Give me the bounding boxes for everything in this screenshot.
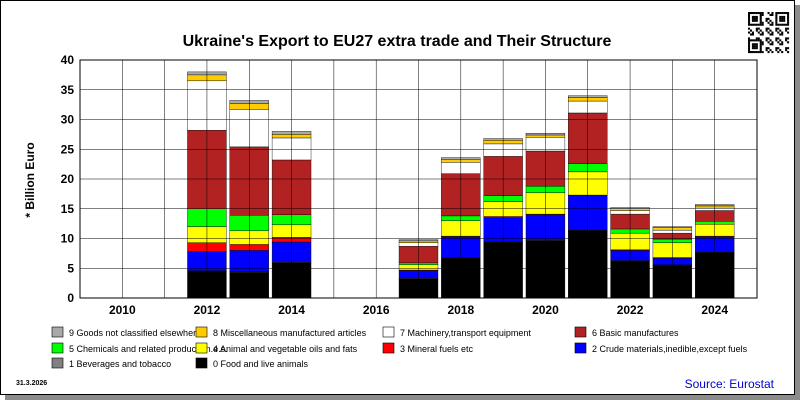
x-tick-label: 2014	[278, 303, 305, 317]
source-link[interactable]: Source: Eurostat	[684, 377, 774, 391]
legend-item: 0 Food and live animals	[195, 357, 309, 369]
legend-label: 2 Crude materials,inedible,except fuels	[592, 344, 748, 354]
plot-border	[79, 59, 758, 299]
legend-swatch	[574, 342, 587, 354]
y-tick-label: 25	[61, 142, 75, 156]
legend-item: 9 Goods not classified elsewhere	[51, 326, 201, 338]
legend-swatch	[382, 326, 395, 338]
legend-label: 5 Chemicals and related products,n.e.s.	[69, 344, 228, 354]
legend-swatch	[195, 342, 208, 354]
legend-item: 7 Machinery,transport equipment	[382, 326, 531, 338]
legend-item: 3 Mineral fuels etc	[382, 342, 474, 354]
legend-label: 8 Miscellaneous manufactured articles	[213, 328, 367, 338]
legend-swatch	[382, 342, 395, 354]
y-tick-label: 10	[61, 232, 75, 246]
legend-swatch	[574, 326, 587, 338]
y-axis-label: * Billion Euro	[23, 142, 37, 217]
y-tick-label: 35	[61, 83, 75, 97]
x-tick-label: 2024	[701, 303, 728, 317]
x-tick-label: 2018	[447, 303, 474, 317]
legend-label: 6 Basic manufactures	[592, 328, 679, 338]
x-tick-label: 2020	[532, 303, 559, 317]
x-tick-label: 2016	[363, 303, 390, 317]
grid-layer	[79, 59, 758, 299]
legend-label: 0 Food and live animals	[213, 359, 309, 369]
chart-title: Ukraine's Export to EU27 extra trade and…	[183, 33, 612, 50]
legend: 9 Goods not classified elsewhere 8 Miscel…	[51, 326, 748, 369]
x-tick-label: 2022	[617, 303, 644, 317]
legend-label: 3 Mineral fuels etc	[400, 344, 474, 354]
legend-label: 9 Goods not classified elsewhere	[69, 328, 201, 338]
legend-item: 8 Miscellaneous manufactured articles	[195, 326, 367, 338]
y-tick-label: 40	[61, 53, 75, 67]
legend-label: 1 Beverages and tobacco	[69, 359, 171, 369]
y-tick-label: 15	[61, 202, 75, 216]
legend-label: 4 Animal and vegetable oils and fats	[213, 344, 358, 354]
legend-item: 5 Chemicals and related products,n.e.s.	[51, 342, 228, 354]
y-tick-label: 20	[61, 172, 75, 186]
y-tick-label: 30	[61, 113, 75, 127]
legend-swatch	[51, 342, 64, 354]
legend-item: 6 Basic manufactures	[574, 326, 679, 338]
y-tick-label: 0	[67, 291, 74, 305]
legend-item: 4 Animal and vegetable oils and fats	[195, 342, 358, 354]
legend-label: 7 Machinery,transport equipment	[400, 328, 531, 338]
legend-swatch	[51, 357, 64, 369]
legend-swatch	[195, 326, 208, 338]
legend-swatch	[195, 357, 208, 369]
y-tick-label: 5	[67, 261, 74, 275]
x-tick-label: 2012	[194, 303, 221, 317]
x-tick-label: 2010	[109, 303, 136, 317]
ticks-layer: 0 5 10 15 20 25 30 35 40 2010 2012 2014 2016 2018 2020…	[61, 53, 729, 317]
legend-item: 2 Crude materials,inedible,except fuels	[574, 342, 748, 354]
legend-item: 1 Beverages and tobacco	[51, 357, 171, 369]
qr-code-icon[interactable]	[748, 12, 790, 54]
date-stamp: 31.3.2026	[16, 380, 48, 387]
legend-swatch	[51, 326, 64, 338]
